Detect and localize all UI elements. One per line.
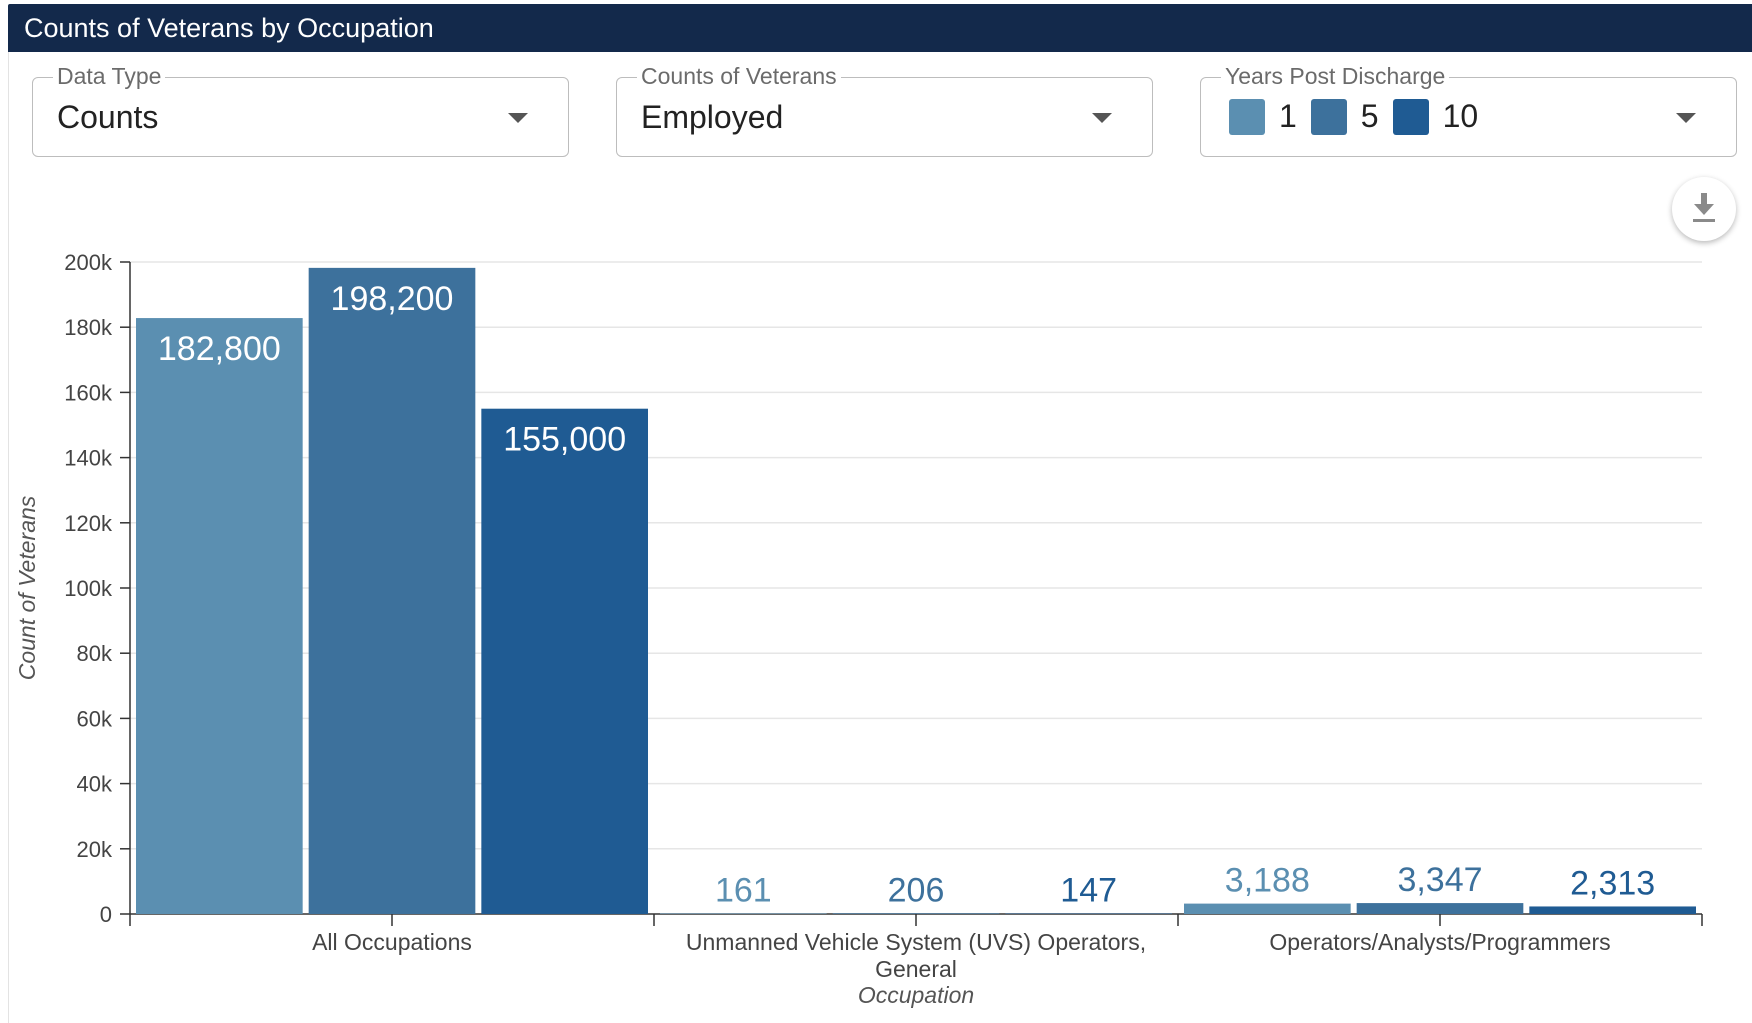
bar-value-label: 155,000: [503, 421, 626, 459]
y-tick-label: 120k: [64, 511, 113, 536]
bar-value-label: 3,347: [1397, 861, 1482, 899]
bar-value-label: 161: [715, 871, 772, 909]
y-tick-label: 40k: [77, 772, 113, 797]
y-tick-label: 80k: [77, 641, 113, 666]
bar: [832, 913, 1000, 914]
caret-down-icon: [1092, 113, 1112, 123]
year-10-swatch: [1392, 98, 1429, 135]
bar: [1356, 903, 1524, 914]
counts-of-veterans-select[interactable]: Counts of Veterans Employed: [616, 63, 1153, 157]
bar-value-label: 198,200: [331, 280, 454, 318]
bar: [481, 408, 648, 914]
chart-title: Counts of Veterans by Occupation: [24, 13, 434, 43]
y-tick-label: 0: [100, 902, 112, 927]
download-icon: [1693, 193, 1715, 222]
x-axis-title: Occupation: [858, 982, 974, 1008]
year-10-label: 10: [1442, 98, 1479, 134]
y-tick-label: 160k: [64, 380, 113, 405]
year-5-label: 5: [1360, 98, 1379, 134]
bar-value-label: 147: [1060, 872, 1117, 910]
x-category-label: All Occupations: [312, 929, 472, 955]
year-chip-5[interactable]: 5: [1310, 98, 1379, 135]
year-chip-10[interactable]: 10: [1392, 98, 1479, 135]
bar: [660, 913, 827, 914]
x-category-label: Unmanned Vehicle System (UVS) Operators,: [686, 929, 1146, 955]
bar: [1529, 906, 1696, 914]
y-tick-label: 140k: [64, 446, 113, 471]
bar: [1184, 903, 1351, 914]
y-tick-label: 20k: [77, 837, 113, 862]
download-button[interactable]: [1672, 177, 1736, 241]
bar: [308, 267, 476, 914]
chart-panel: [8, 52, 1752, 1023]
bar: [136, 318, 303, 914]
years-post-discharge-select[interactable]: Years Post Discharge 1 5 10: [1200, 63, 1737, 157]
caret-down-icon: [508, 113, 528, 123]
x-category-label: General: [875, 956, 957, 982]
year-1-swatch: [1229, 98, 1265, 135]
y-tick-label: 180k: [64, 315, 113, 340]
bar-value-label: 2,313: [1570, 864, 1655, 902]
data-type-select[interactable]: Data Type Counts: [32, 63, 569, 157]
selected-years: 1 5 10: [1229, 98, 1492, 135]
years-post-discharge-label: Years Post Discharge: [1221, 63, 1450, 90]
bar-value-label: 182,800: [158, 330, 281, 368]
year-1-label: 1: [1279, 98, 1297, 134]
y-axis-title: Count of Veterans: [14, 495, 40, 680]
data-type-label: Data Type: [53, 63, 166, 90]
y-tick-label: 100k: [64, 576, 113, 601]
y-tick-label: 60k: [77, 706, 113, 731]
bar-value-label: 3,188: [1225, 862, 1310, 900]
counts-of-veterans-value: Employed: [641, 99, 784, 135]
chart-header: Counts of Veterans by Occupation: [8, 4, 1752, 52]
caret-down-icon: [1676, 113, 1696, 123]
counts-of-veterans-label: Counts of Veterans: [637, 63, 841, 90]
x-category-label: Operators/Analysts/Programmers: [1269, 929, 1610, 955]
bar-value-label: 206: [888, 871, 945, 909]
year-5-swatch: [1310, 98, 1347, 135]
y-tick-label: 200k: [64, 250, 113, 275]
data-type-value: Counts: [57, 99, 159, 135]
year-chip-1[interactable]: 1: [1229, 98, 1297, 135]
